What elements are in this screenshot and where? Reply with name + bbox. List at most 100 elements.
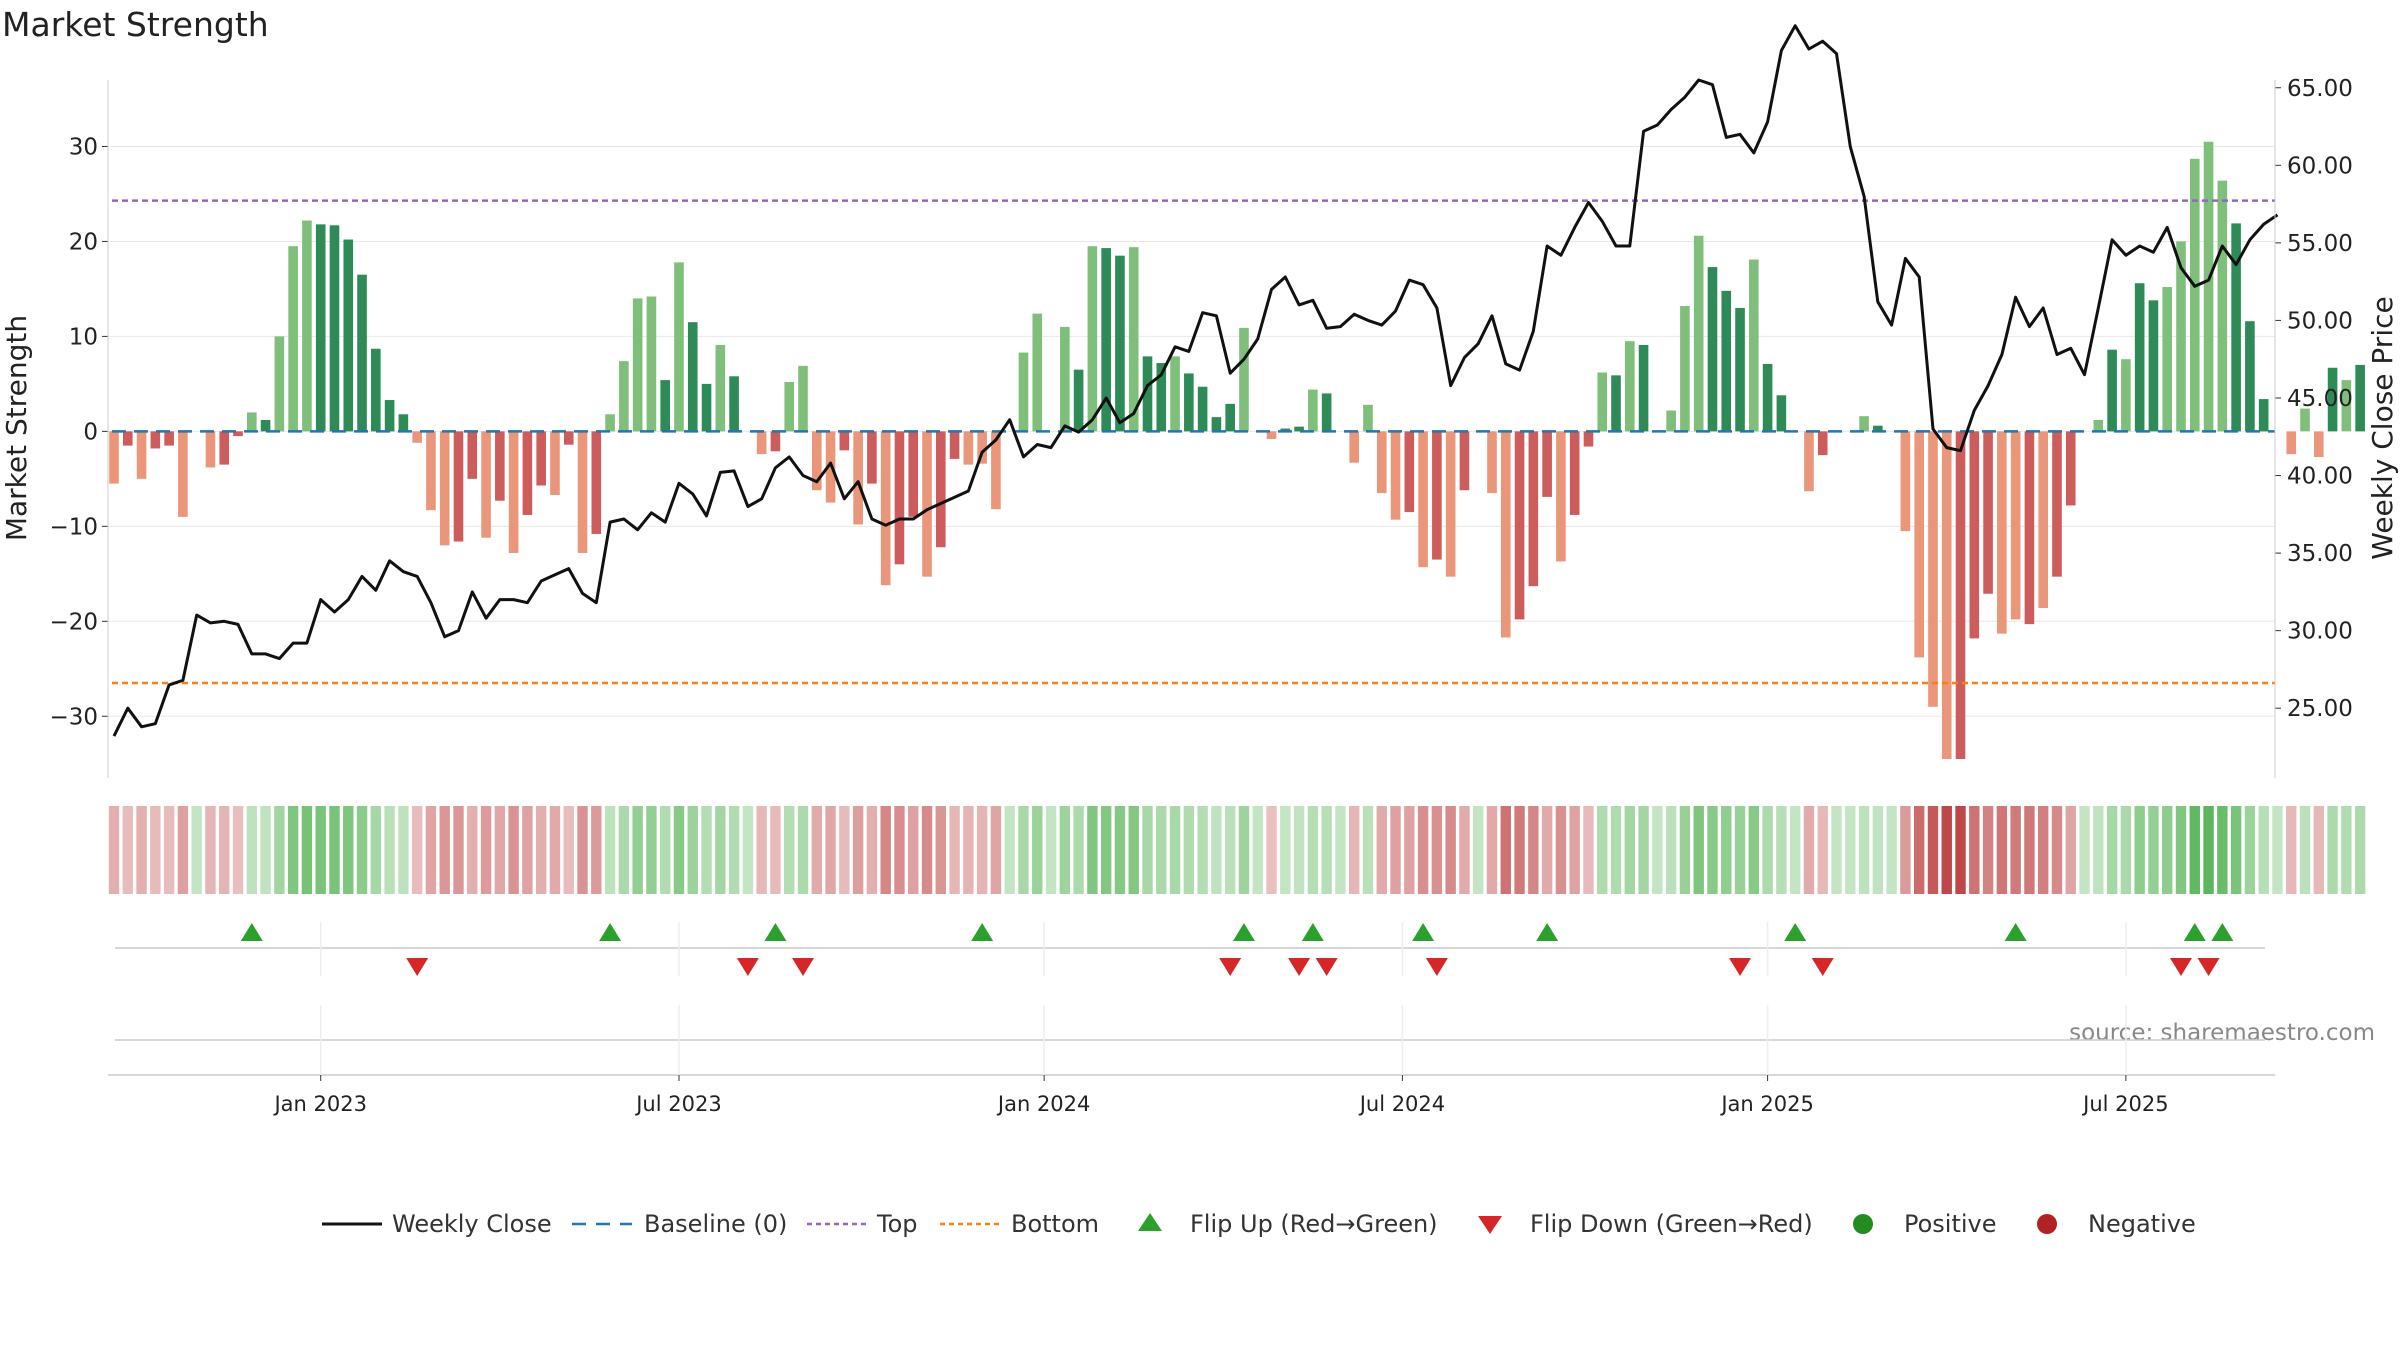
heat-cell bbox=[1376, 806, 1387, 894]
strength-bar bbox=[605, 414, 615, 432]
strength-bar bbox=[1528, 431, 1539, 587]
strength-bar bbox=[1928, 431, 1938, 707]
heat-cell bbox=[577, 806, 588, 894]
heat-cell bbox=[935, 806, 946, 894]
heat-cell bbox=[618, 806, 630, 894]
heat-cell bbox=[1913, 806, 1925, 894]
strength-bar bbox=[315, 224, 326, 432]
strength-bar bbox=[2231, 223, 2241, 432]
strength-bar bbox=[2245, 321, 2255, 432]
strength-bar bbox=[1873, 425, 1883, 432]
flip-up-marker bbox=[764, 923, 787, 941]
heat-cell bbox=[163, 806, 175, 894]
heat-cell bbox=[1128, 806, 1139, 894]
strength-bar bbox=[715, 344, 726, 432]
heat-cell bbox=[205, 806, 216, 894]
strength-bar bbox=[136, 431, 147, 479]
strength-bar bbox=[1170, 356, 1180, 432]
heat-cell bbox=[976, 806, 988, 894]
strength-bar bbox=[632, 298, 643, 432]
heat-cell bbox=[2079, 806, 2090, 894]
strength-bar bbox=[122, 431, 133, 446]
strength-bar bbox=[1500, 431, 1511, 638]
strength-bar bbox=[908, 431, 919, 517]
strength-bar bbox=[563, 431, 574, 445]
strength-bar bbox=[1569, 431, 1580, 515]
chart-title: Market Strength bbox=[2, 5, 269, 44]
heat-cell bbox=[1665, 806, 1677, 894]
strength-bar bbox=[1941, 431, 1952, 759]
strength-bar bbox=[853, 431, 863, 525]
y2-tick-label: 60.00 bbox=[2287, 153, 2353, 179]
legend-label-top: Top bbox=[876, 1210, 918, 1238]
heat-cell bbox=[1018, 806, 1029, 894]
y-tick-label: −10 bbox=[49, 514, 98, 540]
strength-bar bbox=[150, 431, 161, 449]
x-tick-label: Jan 2024 bbox=[996, 1092, 1091, 1116]
strength-bars bbox=[109, 141, 2365, 759]
flip-up-marker bbox=[2004, 923, 2027, 941]
strength-bar bbox=[426, 431, 436, 511]
x-tick-label: Jul 2025 bbox=[2081, 1092, 2168, 1116]
source-note: source: sharemaestro.com bbox=[2069, 1020, 2375, 1046]
heat-cell bbox=[2189, 806, 2200, 894]
strength-bar bbox=[1556, 431, 1566, 562]
strength-bar bbox=[343, 239, 354, 432]
heat-cell bbox=[839, 806, 850, 894]
strength-bar bbox=[936, 431, 946, 548]
strength-bar bbox=[398, 414, 409, 432]
strength-bar bbox=[1721, 290, 1732, 432]
flip-down-marker bbox=[1315, 958, 1338, 976]
heat-cell bbox=[2175, 806, 2187, 894]
strength-bar bbox=[2286, 431, 2297, 455]
strength-bar bbox=[1969, 431, 1980, 639]
flip-down-marker bbox=[406, 958, 429, 976]
heat-cell bbox=[1597, 806, 1608, 894]
strength-bar bbox=[1087, 246, 1098, 432]
x-tick-label: Jul 2024 bbox=[1358, 1092, 1445, 1116]
heat-cell bbox=[2120, 806, 2132, 894]
heat-cell bbox=[2010, 806, 2021, 894]
x-tick-label: Jul 2023 bbox=[634, 1092, 721, 1116]
heat-cell bbox=[411, 806, 423, 894]
heat-cell bbox=[549, 806, 561, 894]
heat-cell bbox=[508, 806, 519, 894]
strength-bar bbox=[1128, 247, 1139, 432]
heat-cell bbox=[1528, 806, 1539, 894]
strength-bar bbox=[439, 431, 450, 546]
strength-bar bbox=[2121, 359, 2131, 432]
heat-cell bbox=[1927, 806, 1939, 894]
heat-cell bbox=[2327, 806, 2338, 894]
strength-bar bbox=[2010, 431, 2021, 620]
y-tick-label: −20 bbox=[49, 609, 98, 635]
strength-bar bbox=[1018, 352, 1029, 432]
heat-cell bbox=[1266, 806, 1277, 894]
heat-cell bbox=[742, 806, 754, 894]
heat-cell bbox=[852, 806, 864, 894]
legend-label-flip-down: Flip Down (Green→Red) bbox=[1530, 1210, 1813, 1238]
heat-cell bbox=[921, 806, 933, 894]
heat-cell bbox=[398, 806, 409, 894]
heat-cell bbox=[1610, 806, 1622, 894]
strength-bar bbox=[1955, 431, 1966, 759]
heat-cell bbox=[1321, 806, 1332, 894]
strength-bar bbox=[701, 383, 712, 432]
heat-cell bbox=[1445, 806, 1456, 894]
strength-bar bbox=[2093, 419, 2104, 432]
strength-bar bbox=[2148, 300, 2159, 432]
strength-bar bbox=[2341, 380, 2352, 432]
heat-cell bbox=[1349, 806, 1360, 894]
heat-cell bbox=[563, 806, 574, 894]
heat-cell bbox=[1486, 806, 1498, 894]
strength-bar bbox=[371, 348, 381, 432]
strength-bar bbox=[1680, 306, 1690, 432]
heat-cell bbox=[1473, 806, 1484, 894]
heat-cell bbox=[715, 806, 726, 894]
heat-cell bbox=[990, 806, 1002, 894]
flip-down-marker bbox=[792, 958, 814, 976]
heat-cell bbox=[701, 806, 712, 894]
heat-cell bbox=[301, 806, 313, 894]
heat-cell bbox=[1280, 806, 1291, 894]
flip-down-marker bbox=[1425, 958, 1448, 976]
strength-bar bbox=[1666, 410, 1676, 432]
